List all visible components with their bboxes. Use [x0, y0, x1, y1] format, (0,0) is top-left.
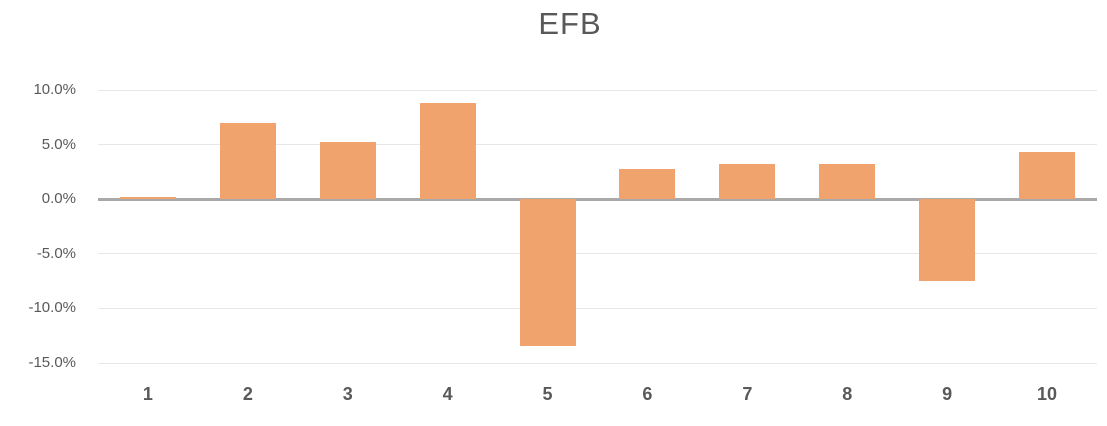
x-axis-tick-label: 5 [542, 384, 553, 404]
y-axis-tick-label: 10.0% [33, 81, 76, 98]
bar-category-8 [819, 164, 876, 200]
y-axis-tick-label: 0.0% [41, 190, 76, 208]
x-axis-line [98, 197, 1097, 201]
gridline [98, 144, 1097, 146]
gridline [98, 253, 1097, 255]
y-axis-tick-label: -10.0% [28, 299, 76, 317]
x-axis-tick-label: 6 [642, 384, 653, 404]
gridline [98, 362, 1097, 364]
y-axis-tick-label: 5.0% [41, 135, 76, 153]
bar-category-3 [319, 142, 376, 200]
gridline [98, 307, 1097, 309]
gridline [98, 89, 1097, 91]
bar-category-9 [919, 199, 976, 282]
x-axis-tick-label: 2 [242, 384, 253, 404]
chart-title: EFB [538, 6, 602, 41]
x-axis-tick-label: 7 [742, 384, 753, 404]
bar-category-1 [119, 197, 176, 200]
bar-category-5 [519, 199, 576, 346]
x-axis-tick-label: 1 [142, 384, 153, 404]
y-axis-tick-label: -5.0% [36, 244, 76, 262]
bar-category-10 [1019, 152, 1076, 200]
bar-category-4 [419, 103, 476, 200]
x-axis-tick-label: 4 [442, 384, 453, 404]
x-axis-tick-label: 3 [342, 384, 353, 404]
bar-category-6 [619, 168, 676, 200]
bar-category-7 [719, 164, 776, 200]
x-axis-tick-label: 10 [1037, 384, 1058, 404]
y-axis-tick-label: -15.0% [28, 354, 76, 371]
bar-category-2 [219, 122, 276, 200]
x-axis-tick-label: 9 [942, 384, 953, 404]
x-axis-tick-label: 8 [842, 384, 853, 404]
